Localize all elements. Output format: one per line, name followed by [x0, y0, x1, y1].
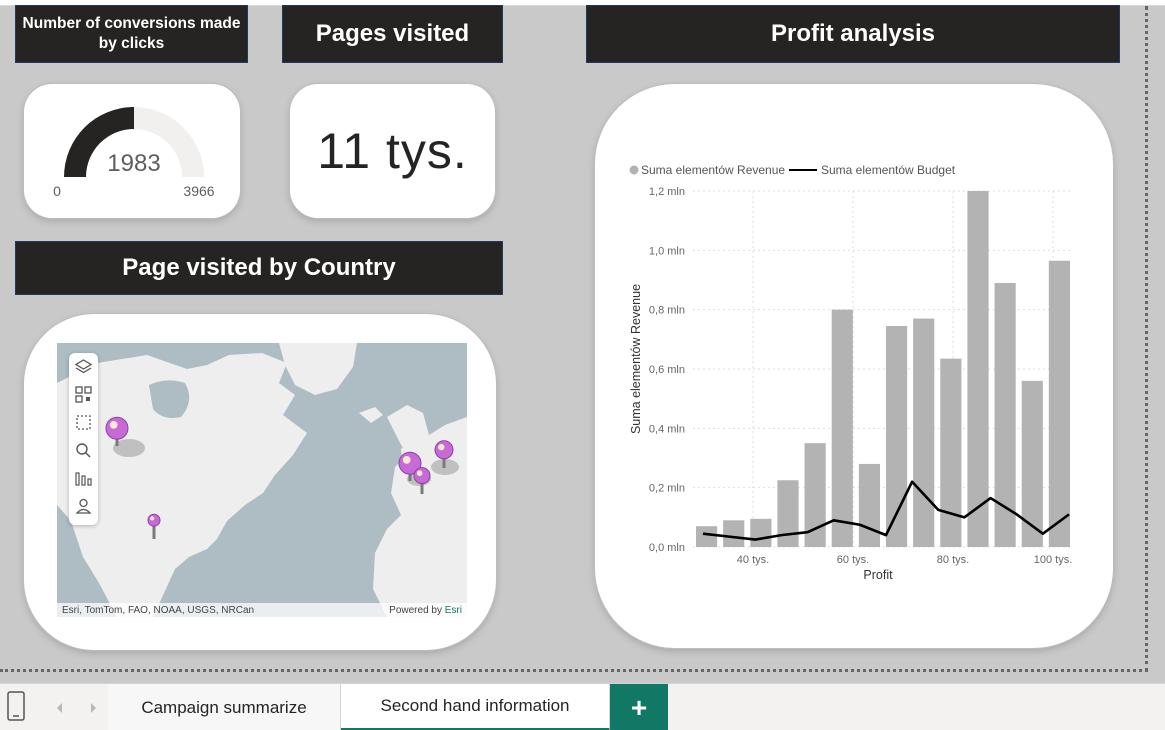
map-pin[interactable] [105, 416, 129, 446]
x-tick-label: 40 tys. [737, 554, 769, 566]
map-pin[interactable] [413, 467, 431, 494]
revenue-bar[interactable] [831, 309, 853, 547]
revenue-bar[interactable] [885, 325, 908, 547]
y-tick-label: 0,6 mln [649, 364, 685, 376]
add-page-button[interactable]: + [610, 684, 668, 730]
revenue-bar[interactable] [750, 518, 772, 547]
legend-revenue-marker [629, 165, 639, 175]
tab-second-hand-information[interactable]: Second hand information [341, 684, 610, 730]
scroll-left-icon[interactable] [55, 702, 65, 714]
y-tick-label: 0,0 mln [649, 542, 685, 554]
y-tick-label: 0,2 mln [649, 483, 685, 495]
qr-icon[interactable] [73, 384, 94, 405]
canvas-border-right [1145, 6, 1148, 672]
iceland-shape [359, 407, 383, 423]
bars-icon[interactable] [73, 468, 94, 489]
revenue-bar[interactable] [695, 526, 718, 547]
x-tick-label: 80 tys. [937, 554, 969, 566]
map-pins [105, 416, 454, 539]
conversions-title: Number of conversions made by clicks [15, 5, 248, 63]
revenue-bar[interactable] [1048, 260, 1071, 547]
canvas-border-bottom [0, 669, 1148, 672]
gauge-fill [64, 107, 134, 177]
revenue-bar[interactable] [994, 282, 1016, 547]
map-credits: Esri, TomTom, FAO, NOAA, USGS, NRCan Pow… [57, 603, 467, 617]
top-strip [0, 0, 1165, 6]
chart-legend: Suma elementów Revenue Suma elementów Bud… [629, 163, 956, 177]
pages-visited-title: Pages visited [282, 5, 503, 63]
revenue-bar[interactable] [913, 318, 935, 547]
y-tick-label: 0,4 mln [649, 423, 685, 435]
select-rect-icon[interactable] [73, 412, 94, 433]
y-tick-label: 1,0 mln [649, 245, 685, 257]
profit-chart-card[interactable]: Suma elementów Revenue Suma elementów Bud… [595, 84, 1113, 648]
person-icon[interactable] [73, 496, 94, 517]
legend-budget-label: Suma elementów Budget [821, 163, 956, 177]
map-visual[interactable]: Esri, TomTom, FAO, NOAA, USGS, NRCan Pow… [24, 314, 496, 650]
revenue-bar[interactable] [940, 358, 962, 547]
bay-water [149, 380, 190, 418]
map-toolbar [69, 353, 98, 525]
greenland-shape [279, 343, 357, 395]
page-tab-bar: Campaign summarize Second hand informati… [0, 683, 1165, 730]
revenue-bar[interactable] [858, 463, 881, 547]
y-tick-label: 1,2 mln [649, 186, 685, 198]
gauge-visual[interactable]: 1983 0 3966 [24, 84, 240, 218]
pin-shadow [113, 439, 145, 457]
x-tick-label: 60 tys. [837, 554, 869, 566]
map-pin[interactable] [147, 513, 161, 539]
layers-icon[interactable] [73, 357, 94, 378]
x-tick-label: 100 tys. [1034, 554, 1073, 566]
map-pin[interactable] [398, 451, 422, 481]
revenue-bar[interactable] [804, 443, 826, 547]
profit-analysis-title: Profit analysis [586, 5, 1120, 63]
y-tick-label: 0,8 mln [649, 305, 685, 317]
profit-chart: Suma elementów Revenue Suma elementów Bud… [629, 163, 1073, 582]
map-credits-right: Powered by Esri [389, 604, 462, 616]
map-pin[interactable] [434, 440, 454, 468]
x-axis-title: Profit [863, 568, 893, 582]
scroll-right-icon[interactable] [88, 702, 98, 714]
tab-campaign-summarize[interactable]: Campaign summarize [108, 684, 341, 730]
phone-layout-icon[interactable] [6, 690, 26, 722]
legend-revenue-label: Suma elementów Revenue [641, 163, 785, 177]
y-axis-title: Suma elementów Revenue [629, 284, 643, 434]
revenue-bar[interactable] [777, 480, 799, 547]
gauge-value: 1983 [107, 150, 160, 177]
revenue-bar[interactable] [967, 191, 989, 547]
revenue-bar[interactable] [1021, 380, 1043, 547]
map-area[interactable]: Esri, TomTom, FAO, NOAA, USGS, NRCan Pow… [57, 343, 467, 617]
report-canvas: Number of conversions made by clicks Pag… [0, 0, 1165, 672]
revenue-bar[interactable] [723, 520, 745, 547]
gauge-min: 0 [53, 183, 61, 199]
gauge-chart: 1983 0 3966 [53, 107, 215, 199]
search-icon[interactable] [73, 440, 94, 461]
map-credits-left: Esri, TomTom, FAO, NOAA, USGS, NRCan [62, 604, 255, 616]
budget-line[interactable] [702, 480, 1070, 541]
country-title: Page visited by Country [15, 241, 503, 295]
map-basemap [57, 343, 467, 617]
gauge-max: 3966 [183, 183, 214, 199]
pages-visited-card[interactable]: 11 tys. [290, 84, 495, 218]
esri-link[interactable]: Esri [444, 604, 462, 616]
